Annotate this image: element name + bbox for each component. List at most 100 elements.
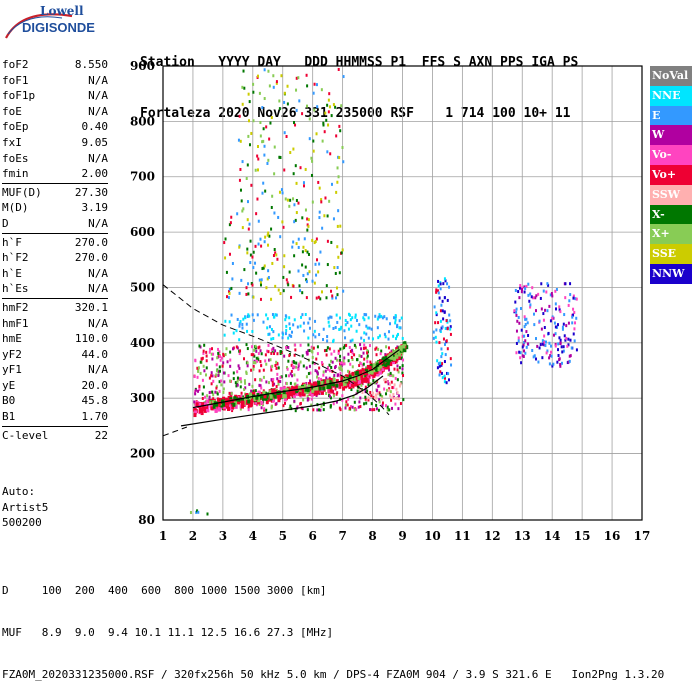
echo-point [288,316,291,320]
echo-point [316,375,319,379]
x-trace-point [328,377,332,382]
echo-point [380,349,383,353]
echo-point [552,333,555,337]
echo-point [345,343,348,347]
echo-point [395,334,398,338]
echo-point [348,345,351,349]
echo-point [363,331,366,335]
x-trace-point [292,391,296,396]
echo-point [260,278,263,282]
echo-point [351,338,354,342]
echo-point [275,81,278,85]
echo-point [201,378,204,382]
echo-point [238,324,241,328]
echo-point [251,384,254,388]
echo-point [329,405,332,409]
echo-point [195,510,198,514]
o-trace-point [227,395,231,400]
echo-point [337,155,340,159]
echo-point [560,361,563,365]
echo-point [331,294,334,298]
echo-point [238,377,241,381]
echo-point [344,323,347,327]
echo-point [389,322,392,326]
echo-point [554,302,557,306]
echo-point [351,351,354,355]
y-tick-label: 200 [130,447,155,461]
echo-point [276,372,279,376]
echo-point [313,362,316,366]
echo-point [332,326,335,330]
echo-point [267,231,270,235]
echo-point [263,153,266,157]
echo-point [442,282,445,286]
echo-point [396,364,399,368]
o-trace-point [355,382,359,387]
x-trace-point [210,406,214,411]
echo-point [292,172,295,176]
echo-point [330,240,333,244]
echo-point [284,332,287,336]
echo-point [443,380,446,384]
echo-point [293,365,296,369]
echo-point [567,343,570,347]
echo-point [228,252,231,256]
echo-point [295,365,298,369]
echo-point [341,394,344,398]
x-trace-point [384,358,388,363]
o-trace-point [360,369,364,374]
echo-point [286,198,289,202]
echo-point [279,350,282,354]
x-trace-point [247,399,251,404]
o-trace-point [365,378,369,383]
echo-point [439,319,442,323]
echo-point [260,364,263,368]
echo-point [318,216,321,220]
echo-point [294,164,297,168]
echo-point [389,390,392,394]
echo-point [286,84,289,88]
echo-point [388,368,391,372]
legend-entry-e: E [650,105,692,126]
echo-point [344,336,347,340]
echo-point [369,382,372,386]
o-trace-point [291,393,295,398]
echo-point [398,384,401,388]
echo-point [318,366,321,370]
echo-point [210,374,213,378]
x-tick-label: 11 [454,529,471,543]
echo-point [196,375,199,379]
echo-point [569,282,572,286]
o-trace-point [216,397,220,402]
echo-point [443,374,446,378]
echo-point [572,313,575,317]
echo-point [251,283,254,287]
echo-point [556,360,559,364]
echo-point [238,178,241,182]
echo-point [441,299,444,303]
x-trace-point [335,383,339,388]
echo-point [363,343,366,347]
echo-point [283,254,286,258]
echo-point [439,287,442,291]
echo-point [362,346,365,350]
echo-point [360,388,363,392]
echo-point [515,313,518,317]
parameter-table: foF2 8.550 foF1 N/A foF1p N/A foE N/A foEp 0.40 fx… [2,57,108,443]
param-value: 27.30 [74,185,108,199]
echo-point [301,250,304,254]
echo-point [222,361,225,365]
echo-point [215,384,218,388]
echo-point [335,190,338,194]
echo-point [295,361,298,365]
x-trace-point [273,392,277,397]
echo-point [379,352,382,356]
param-row: yF2 44.0 [2,347,108,363]
echo-point [228,289,231,293]
echo-point [318,408,321,412]
echo-point [277,379,280,383]
o-trace-point [352,379,356,384]
echo-point [540,282,543,286]
o-trace-point [203,408,207,413]
echo-point [281,331,284,335]
